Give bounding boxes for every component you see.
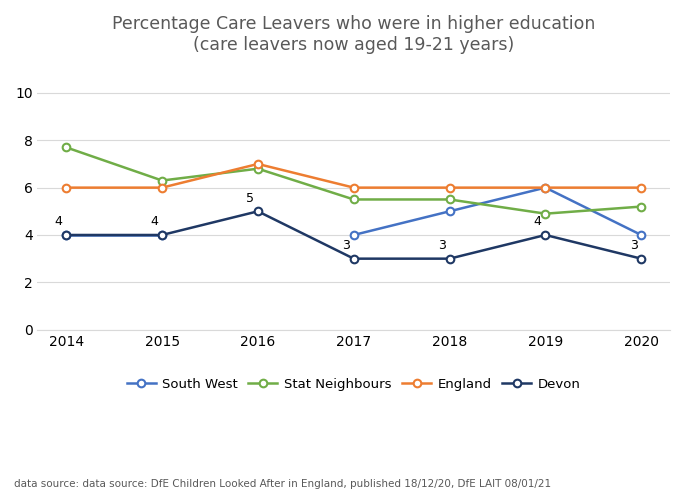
Line: Devon: Devon bbox=[62, 207, 645, 262]
Text: 4: 4 bbox=[534, 215, 542, 228]
Line: England: England bbox=[62, 160, 645, 192]
England bbox=[254, 161, 262, 167]
Text: 3: 3 bbox=[630, 239, 638, 252]
Devon bbox=[254, 208, 262, 214]
Devon bbox=[158, 232, 166, 238]
Devon bbox=[349, 256, 358, 262]
Devon bbox=[541, 232, 549, 238]
Text: 4: 4 bbox=[55, 215, 62, 228]
Line: Stat Neighbours: Stat Neighbours bbox=[62, 144, 645, 217]
Text: 5: 5 bbox=[246, 192, 254, 205]
Stat Neighbours bbox=[541, 211, 549, 217]
Stat Neighbours bbox=[62, 144, 71, 150]
Devon bbox=[62, 232, 71, 238]
Text: 3: 3 bbox=[438, 239, 446, 252]
England bbox=[445, 185, 453, 191]
Title: Percentage Care Leavers who were in higher education
(care leavers now aged 19-2: Percentage Care Leavers who were in high… bbox=[112, 15, 595, 54]
England bbox=[637, 185, 645, 191]
Stat Neighbours bbox=[445, 197, 453, 203]
Line: South West: South West bbox=[62, 231, 166, 239]
Text: data source: data source: DfE Children Looked After in England, published 18/12/: data source: data source: DfE Children L… bbox=[14, 479, 551, 489]
Devon bbox=[637, 256, 645, 262]
England bbox=[62, 185, 71, 191]
Text: 3: 3 bbox=[342, 239, 350, 252]
England bbox=[349, 185, 358, 191]
Legend: South West, Stat Neighbours, England, Devon: South West, Stat Neighbours, England, De… bbox=[121, 372, 586, 396]
England bbox=[541, 185, 549, 191]
Text: 4: 4 bbox=[151, 215, 158, 228]
Stat Neighbours bbox=[158, 177, 166, 183]
South West bbox=[62, 232, 71, 238]
South West bbox=[158, 232, 166, 238]
Stat Neighbours bbox=[637, 204, 645, 209]
Stat Neighbours bbox=[254, 165, 262, 171]
Devon bbox=[445, 256, 453, 262]
England bbox=[158, 185, 166, 191]
Stat Neighbours bbox=[349, 197, 358, 203]
